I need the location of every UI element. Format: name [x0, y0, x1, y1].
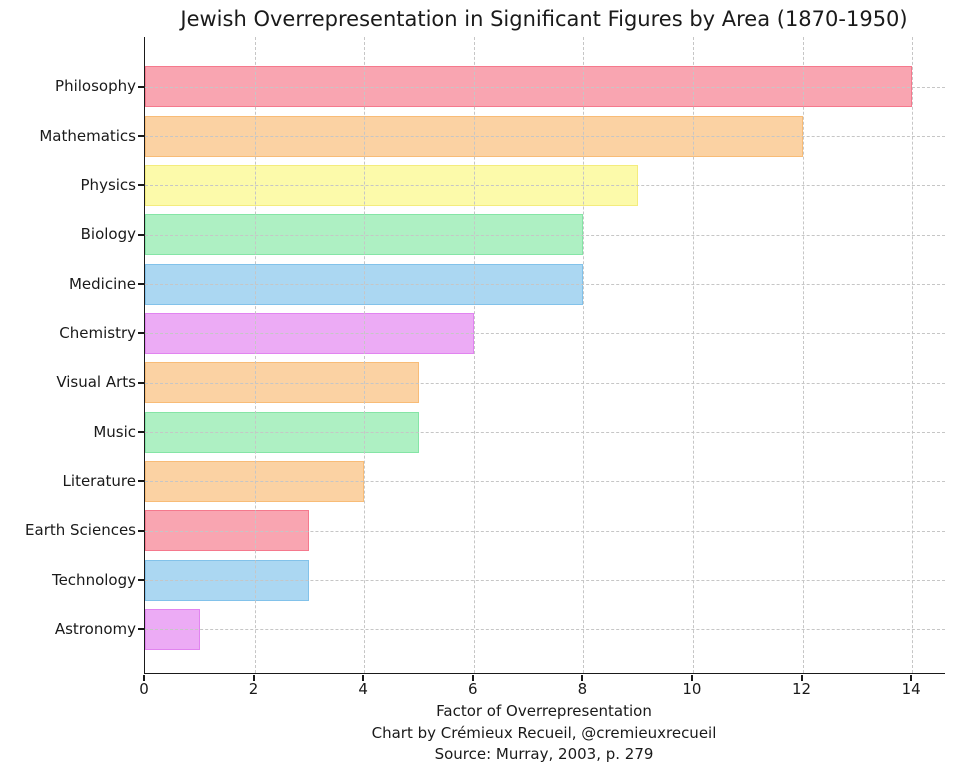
x-tick-label: 2 — [248, 680, 259, 698]
credit-line: Chart by Crémieux Recueil, @cremieuxrecu… — [371, 723, 717, 742]
y-axis-label-medicine: Medicine — [68, 274, 136, 293]
bar-astronomy — [145, 608, 200, 650]
y-tick-mark — [138, 579, 144, 581]
x-tick-mark — [252, 675, 255, 681]
bar-physics — [145, 164, 639, 206]
bar-medicine — [145, 263, 584, 305]
x-tick-label: 0 — [139, 680, 149, 698]
y-axis-label-technology: Technology — [51, 570, 136, 589]
y-tick-mark — [138, 85, 144, 88]
source-line: Source: Murray, 2003, p. 279 — [434, 745, 654, 764]
y-axis-label-physics: Physics — [80, 175, 136, 194]
y-tick-mark — [138, 184, 144, 187]
plot-area — [144, 37, 945, 674]
y-axis-label-earth-sciences: Earth Sciences — [25, 521, 136, 540]
y-tick-mark — [138, 431, 144, 433]
x-tick-label: 12 — [791, 680, 812, 698]
y-axis-label-visual-arts: Visual Arts — [56, 373, 136, 392]
y-tick-mark — [138, 529, 144, 532]
y-tick-mark — [138, 332, 144, 335]
y-tick-mark — [138, 628, 144, 631]
x-tick-label: 14 — [901, 680, 921, 698]
x-tick-mark — [800, 675, 803, 681]
y-tick-mark — [138, 283, 144, 286]
bar-technology — [145, 559, 310, 601]
x-tick-mark — [143, 675, 145, 681]
gridline-vertical — [802, 37, 804, 673]
y-axis-label-philosophy: Philosophy — [55, 77, 136, 96]
y-axis-label-astronomy: Astronomy — [54, 619, 136, 638]
bar-biology — [145, 214, 584, 256]
x-tick-label: 6 — [467, 680, 478, 698]
x-tick-mark — [581, 675, 584, 681]
x-tick-label: 8 — [577, 680, 588, 698]
x-tick-label: 10 — [682, 680, 702, 698]
gridline-vertical — [912, 37, 914, 673]
bar-philosophy — [145, 66, 913, 108]
bar-earth-sciences — [145, 510, 310, 552]
bar-visual-arts — [145, 362, 419, 404]
y-axis-label-mathematics: Mathematics — [39, 126, 136, 145]
x-tick-mark — [690, 675, 693, 681]
y-tick-mark — [138, 233, 144, 236]
bar-mathematics — [145, 115, 803, 157]
y-axis-label-chemistry: Chemistry — [59, 323, 136, 342]
x-tick-mark — [362, 675, 365, 681]
x-tick-mark — [471, 675, 474, 681]
x-axis-label: Factor of Overrepresentation — [436, 702, 652, 720]
chart-footer: Factor of Overrepresentation Chart by Cr… — [144, 701, 944, 766]
bar-chemistry — [145, 312, 474, 354]
bar-literature — [145, 460, 365, 502]
y-axis-label-literature: Literature — [62, 471, 136, 490]
y-tick-mark — [138, 480, 144, 483]
x-tick-mark — [910, 675, 913, 681]
y-axis-label-biology: Biology — [80, 225, 136, 244]
y-axis-label-music: Music — [93, 422, 136, 441]
chart-title: Jewish Overrepresentation in Significant… — [180, 7, 908, 31]
y-tick-mark — [138, 135, 144, 138]
x-tick-label: 4 — [358, 680, 368, 698]
bar-music — [145, 411, 419, 453]
y-tick-mark — [138, 381, 144, 384]
gridline-horizontal — [145, 629, 945, 631]
